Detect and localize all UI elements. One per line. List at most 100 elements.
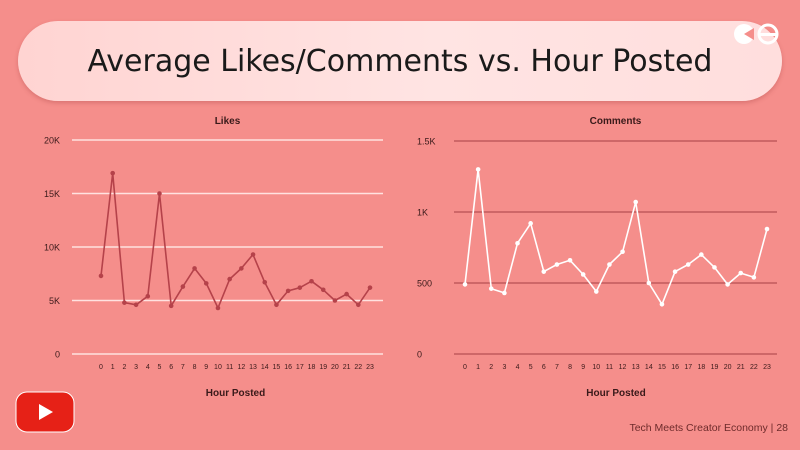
comments-chart-title: Comments: [590, 116, 642, 127]
likes-x-tick-label: 19: [319, 364, 327, 371]
likes-x-tick-label: 6: [169, 364, 173, 371]
comments-data-point: [567, 257, 573, 263]
likes-x-tick-label: 9: [204, 364, 208, 371]
likes-data-point: [133, 302, 139, 308]
likes-data-point: [332, 298, 338, 303]
likes-x-tick-label: 4: [146, 364, 150, 371]
likes-data-point: [250, 252, 256, 257]
likes-data-point: [122, 300, 127, 305]
youtube-play-icon: [15, 391, 75, 433]
comments-data-point: [685, 262, 691, 267]
likes-y-tick-label: 5K: [49, 296, 60, 306]
likes-data-point: [227, 276, 232, 282]
comments-data-point: [580, 272, 586, 277]
likes-data-point: [157, 191, 162, 196]
comments-chart: Comments 0 500 1K 1.5K 0 1 2 3 4 5 6 7 8 9 10 11 12 13 14 15…: [415, 110, 785, 410]
comments-x-tick-label: 4: [516, 364, 520, 371]
likes-x-axis-label: Hour Posted: [206, 388, 265, 399]
comments-data-point: [751, 275, 757, 280]
comments-x-tick-label: 12: [619, 364, 627, 371]
likes-x-tick-label: 5: [158, 364, 162, 371]
likes-y-tick-label: 10K: [44, 243, 60, 253]
likes-data-point: [262, 280, 268, 285]
comments-x-tick-label: 14: [645, 364, 653, 371]
likes-data-point: [239, 266, 244, 271]
likes-x-tick-label: 0: [99, 364, 103, 371]
likes-x-tick-label: 3: [134, 364, 138, 371]
comments-y-tick-label: 1K: [417, 208, 428, 218]
brand-logo-icon: [734, 23, 779, 45]
likes-x-tick-label: 12: [237, 364, 245, 371]
likes-data-point: [274, 302, 279, 308]
comments-data-point: [607, 262, 612, 267]
comments-x-tick-label: 7: [555, 364, 559, 371]
likes-x-tick-label: 11: [226, 364, 233, 371]
comments-x-tick-label: 22: [750, 364, 758, 371]
comments-data-point: [488, 286, 494, 291]
likes-data-point: [309, 278, 314, 284]
comments-data-point: [712, 265, 717, 270]
likes-data-point: [168, 303, 174, 309]
comments-x-axis-label: Hour Posted: [586, 388, 645, 399]
likes-x-tick-label: 13: [249, 364, 257, 371]
comments-x-tick-label: 13: [632, 364, 640, 371]
comments-data-point: [594, 289, 599, 294]
likes-y-tick-label: 15K: [44, 189, 60, 199]
comments-y-tick-label: 500: [417, 279, 432, 289]
likes-data-point: [110, 170, 115, 176]
comments-data-point: [699, 252, 704, 257]
likes-chart: Likes 0 5K 10K 15K 20K 0 1 2 3 4 5 6 7 8 9 10 11 12 13 14 15 1…: [30, 110, 395, 410]
likes-x-tick-label: 18: [308, 364, 316, 371]
likes-x-tick-label: 2: [122, 364, 126, 371]
likes-data-point: [344, 291, 349, 297]
comments-data-point: [502, 290, 507, 296]
likes-x-tick-label: 8: [193, 364, 197, 371]
comments-x-tick-label: 9: [581, 364, 585, 371]
slide-title: Average Likes/Comments vs. Hour Posted: [87, 43, 713, 79]
likes-data-point: [356, 302, 361, 308]
likes-x-tick-label: 1: [111, 364, 115, 371]
comments-data-point: [475, 167, 481, 172]
likes-y-tick-label: 20K: [44, 136, 60, 146]
comments-x-tick-label: 8: [568, 364, 572, 371]
comments-x-tick-label: 1: [476, 364, 480, 371]
comments-data-point: [646, 280, 652, 286]
likes-data-point: [98, 273, 104, 279]
title-banner: Average Likes/Comments vs. Hour Posted: [18, 21, 782, 101]
likes-data-point: [285, 288, 291, 294]
comments-data-point: [738, 270, 744, 276]
comments-data-point: [725, 282, 730, 287]
comments-data-point: [515, 240, 520, 246]
comments-x-tick-label: 17: [684, 364, 692, 371]
comments-data-point: [620, 249, 625, 255]
likes-x-tick-label: 22: [354, 364, 362, 371]
likes-data-point: [320, 287, 326, 293]
likes-x-tick-label: 16: [284, 364, 292, 371]
likes-x-tick-label: 20: [331, 364, 339, 371]
likes-data-point: [297, 285, 303, 290]
comments-x-tick-label: 20: [724, 364, 732, 371]
likes-x-tick-label: 14: [261, 364, 269, 371]
comments-y-tick-label: 1.5K: [417, 137, 436, 147]
likes-data-point: [215, 305, 221, 311]
comments-series-line: [464, 168, 768, 306]
likes-x-tick-label: 23: [366, 364, 374, 371]
likes-y-tick-label: 0: [55, 350, 60, 360]
likes-x-tick-label: 21: [343, 364, 351, 371]
comments-x-tick-label: 11: [606, 364, 613, 371]
comments-x-tick-label: 3: [502, 364, 506, 371]
likes-series-line: [100, 172, 371, 309]
likes-x-tick-label: 10: [214, 364, 222, 371]
comments-data-point: [764, 226, 770, 232]
likes-data-point: [192, 266, 197, 271]
likes-chart-title: Likes: [215, 116, 241, 127]
comments-x-tick-label: 5: [529, 364, 533, 371]
comments-x-tick-label: 19: [711, 364, 719, 371]
comments-x-tick-label: 18: [697, 364, 705, 371]
slide-footer: Tech Meets Creator Economy | 28: [629, 422, 788, 434]
likes-x-tick-label: 17: [296, 364, 304, 371]
comments-x-tick-label: 6: [542, 364, 546, 371]
comments-data-point: [528, 221, 533, 226]
comments-y-tick-label: 0: [417, 350, 422, 360]
